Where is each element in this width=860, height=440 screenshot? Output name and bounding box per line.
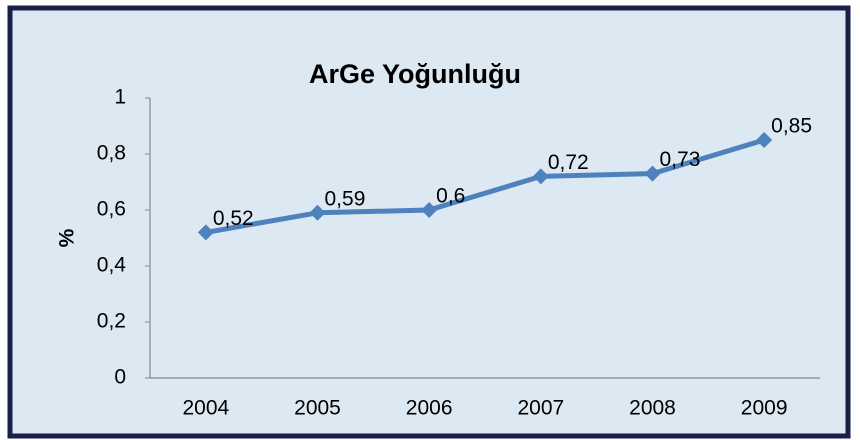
point-marker (197, 224, 214, 241)
data-label: 0,72 (548, 151, 589, 174)
data-label: 0,6 (436, 185, 465, 208)
data-label: 0,59 (325, 187, 366, 210)
x-tick-label: 2009 (741, 397, 788, 420)
y-tick-label: 0,8 (97, 142, 126, 165)
y-tick-label: 0,4 (97, 254, 127, 277)
x-tick-label: 2008 (629, 397, 676, 420)
point-marker (532, 168, 549, 185)
point-marker (421, 202, 438, 218)
point-marker (756, 132, 773, 148)
series-line (205, 137, 765, 235)
y-axis-label: % (56, 228, 79, 247)
y-tick-label: 0,2 (97, 310, 126, 333)
x-tick-label: 2005 (294, 397, 341, 420)
x-tick-label: 2007 (517, 397, 564, 420)
chart-title: ArGe Yoğunluğu (309, 59, 521, 89)
y-tick-label: 1 (114, 86, 126, 109)
y-tick-label: 0,6 (97, 198, 126, 221)
data-label: 0,73 (660, 148, 701, 171)
x-tick-label: 2004 (182, 397, 229, 420)
data-label: 0,52 (213, 207, 254, 230)
x-tick-label: 2006 (406, 397, 453, 420)
y-tick-label: 0 (114, 366, 126, 389)
data-label: 0,85 (771, 115, 812, 138)
point-marker (644, 165, 661, 182)
point-marker (309, 204, 326, 221)
